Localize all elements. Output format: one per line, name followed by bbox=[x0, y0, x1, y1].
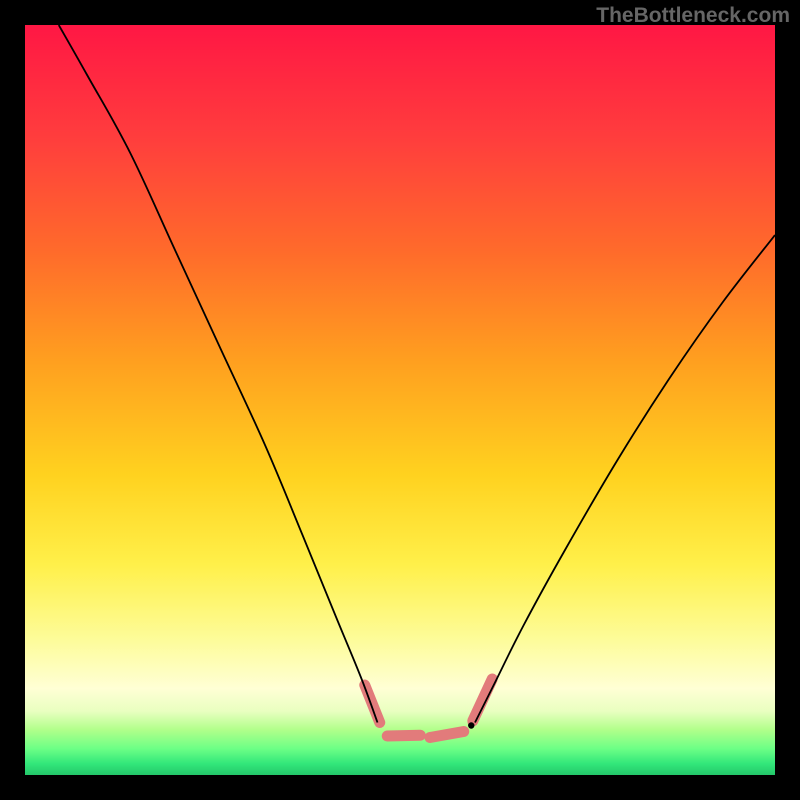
watermark-label: TheBottleneck.com bbox=[596, 4, 790, 28]
plot-area bbox=[25, 25, 775, 775]
gradient-background bbox=[25, 25, 775, 775]
chart-container: TheBottleneck.com bbox=[0, 0, 800, 800]
plot-svg bbox=[25, 25, 775, 775]
